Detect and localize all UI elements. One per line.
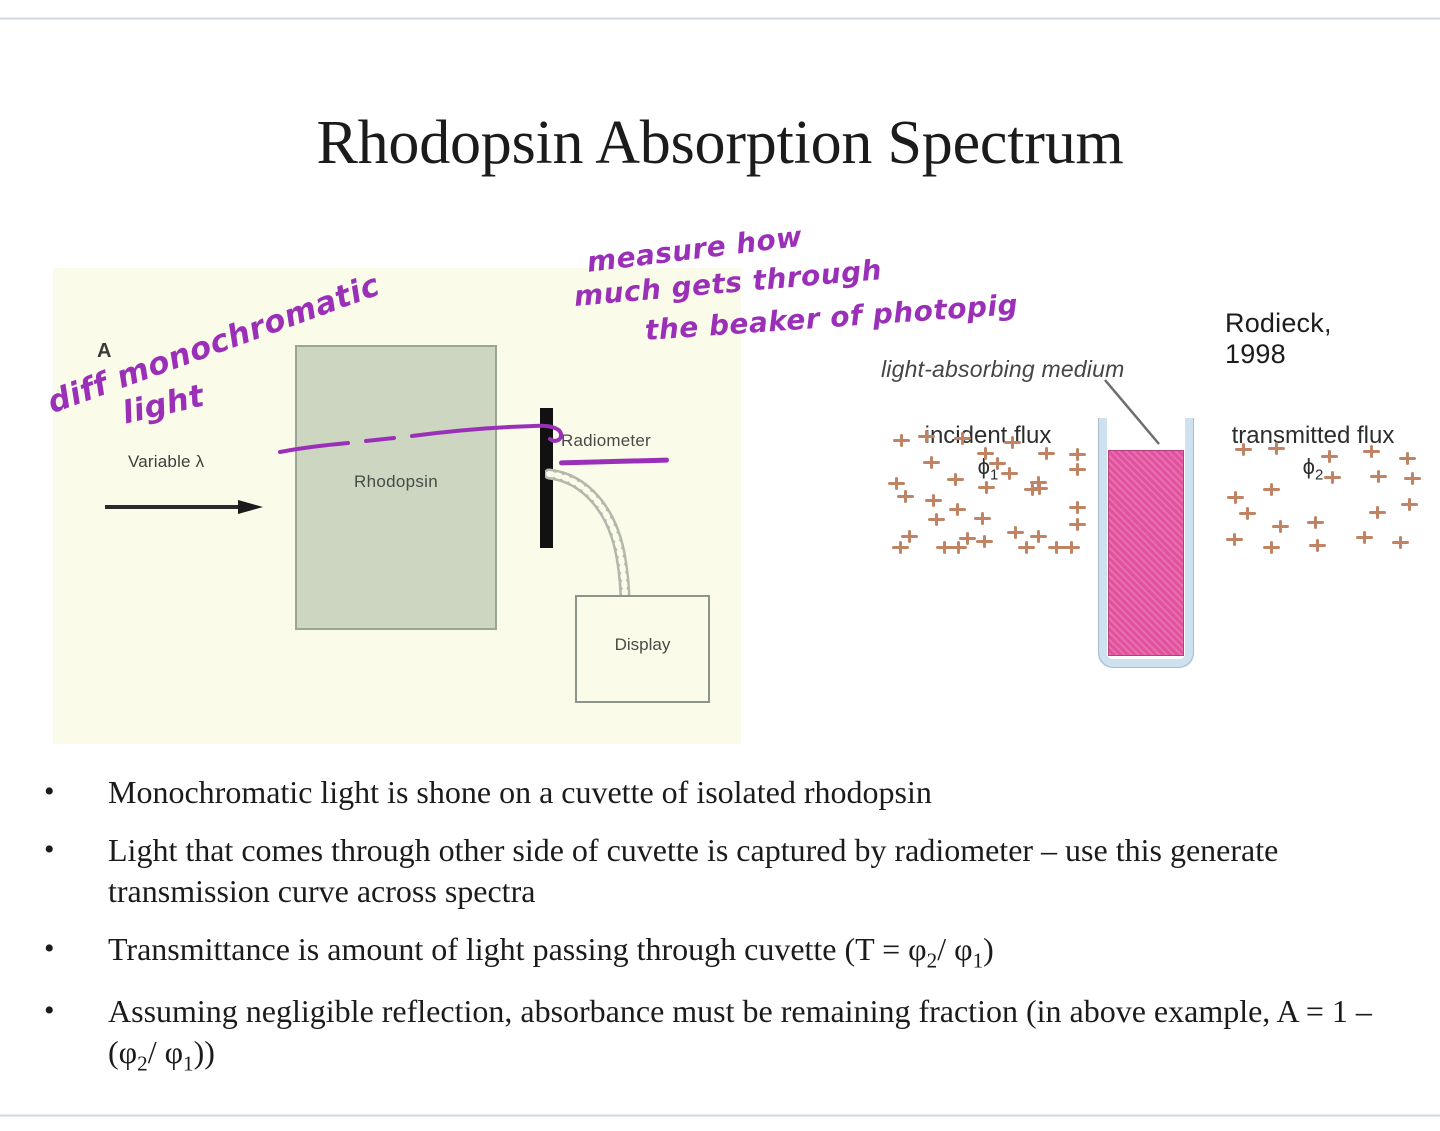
photon-icon — [1225, 531, 1243, 548]
rodieck-figure: Rodieck, 1998 light-absorbing medium inc… — [813, 308, 1422, 708]
photon-icon — [1069, 499, 1086, 516]
photon-icon — [1069, 446, 1086, 463]
photon-icon — [1306, 514, 1324, 531]
photon-icon — [897, 488, 915, 505]
display-box-label: Display — [614, 635, 671, 654]
photon-icon — [976, 445, 994, 462]
photon-icon — [901, 528, 919, 545]
photon-icon — [1268, 440, 1286, 457]
photon-icon — [924, 492, 942, 509]
photon-icon — [946, 471, 964, 488]
cuvette-glass — [1098, 418, 1194, 668]
rhodopsin-box-label: Rhodopsin — [354, 472, 438, 491]
photon-icon — [1271, 518, 1289, 535]
photon-icon — [893, 432, 911, 449]
photon-icon — [948, 501, 966, 518]
photon-icon — [1370, 468, 1388, 485]
light-absorbing-medium-label: light-absorbing medium — [881, 356, 1125, 382]
bullet-marker-icon: • — [44, 931, 55, 965]
panel-letter-a: A — [97, 340, 112, 362]
bullet-marker-icon: • — [44, 775, 55, 808]
photon-icon — [1262, 481, 1280, 498]
photon-icon — [1234, 441, 1252, 458]
transmitted-photon-field — [1208, 426, 1423, 556]
incident-photon-field — [881, 426, 1086, 556]
figure-area: A Variable λ Rhodopsin Radiometer Displa… — [43, 220, 1422, 748]
photon-icon — [892, 539, 910, 556]
ink-stroke-through-cuvette — [278, 423, 564, 454]
radiometer-label: Radiometer — [561, 431, 651, 450]
photon-icon — [1324, 469, 1342, 486]
cuvette-illustration — [1098, 418, 1194, 668]
photon-icon — [1401, 496, 1419, 513]
photon-icon — [888, 475, 906, 492]
photon-icon — [1404, 470, 1422, 487]
photon-icon — [923, 454, 941, 471]
photon-icon — [1392, 534, 1410, 551]
photon-icon — [1239, 505, 1256, 522]
photon-icon — [958, 530, 976, 547]
photon-icon — [1029, 528, 1047, 545]
incident-flux-label: incident flux ϕ1 — [903, 420, 1073, 486]
photon-icon — [988, 455, 1006, 472]
photon-icon — [953, 430, 971, 447]
bullet-marker-icon: • — [44, 993, 55, 1027]
photon-icon — [1063, 539, 1081, 556]
transmitted-flux-symbol: ϕ2 — [1302, 454, 1324, 484]
photon-icon — [949, 539, 967, 556]
coiled-cable-icon — [545, 468, 631, 608]
photon-icon — [1363, 443, 1381, 460]
schwartz-figure-panel: A Variable λ Rhodopsin Radiometer Displa… — [43, 220, 1019, 744]
incident-flux-symbol: ϕ1 — [977, 454, 999, 484]
bullet-text: Transmittance is amount of light passing… — [108, 930, 994, 973]
incident-flux-text: incident flux — [924, 422, 1052, 449]
photon-icon — [1004, 434, 1022, 451]
photon-icon — [1038, 445, 1056, 462]
rhodopsin-cuvette-box: Rhodopsin — [295, 345, 497, 630]
photon-icon — [1356, 529, 1374, 546]
display-readout-box: Display — [575, 595, 710, 703]
photon-icon — [1001, 465, 1019, 482]
photon-icon — [1030, 480, 1048, 497]
incident-light-arrow-icon — [105, 500, 263, 514]
photon-icon — [1398, 450, 1416, 467]
photon-icon — [917, 428, 935, 445]
cuvette-fluid — [1108, 450, 1184, 656]
photon-icon — [1368, 504, 1386, 521]
ink-underline-radiometer — [558, 457, 670, 466]
photon-icon — [936, 539, 954, 556]
photon-icon — [928, 511, 946, 528]
photon-icon — [1069, 516, 1086, 533]
leader-line — [1104, 379, 1160, 445]
photon-icon — [1048, 539, 1066, 556]
photon-icon — [1018, 539, 1036, 556]
photon-icon — [1263, 539, 1281, 556]
bullet-list: • Monochromatic light is shone on a cuvet… — [36, 772, 1406, 1094]
photon-icon — [1226, 489, 1244, 506]
top-divider-rule — [0, 17, 1440, 20]
rodieck-credit: Rodieck, 1998 — [1225, 308, 1332, 369]
bullet-text: Assuming negligible reflection, absorban… — [108, 992, 1372, 1076]
bullet-text: Light that comes through other side of c… — [108, 831, 1279, 910]
bullet-text: Monochromatic light is shone on a cuvett… — [108, 774, 932, 810]
transmitted-flux-text: transmitted flux — [1231, 422, 1395, 449]
bullet-item: • Light that comes through other side of … — [36, 830, 1406, 913]
bullet-item: • Assuming negligible reflection, absorba… — [36, 991, 1406, 1078]
bullet-item: • Monochromatic light is shone on a cuvet… — [36, 772, 1406, 814]
photon-icon — [1321, 448, 1339, 465]
transmitted-flux-label: transmitted flux ϕ2 — [1213, 420, 1413, 486]
bullet-item: • Transmittance is amount of light passin… — [36, 929, 1406, 975]
variable-lambda-label: Variable λ — [128, 452, 205, 471]
photon-icon — [1069, 461, 1086, 478]
bullet-marker-icon: • — [44, 832, 55, 866]
photon-icon — [974, 510, 992, 527]
page-title: Rhodopsin Absorption Spectrum — [316, 109, 1124, 177]
photon-icon — [1309, 537, 1327, 554]
bottom-divider-rule — [0, 1114, 1440, 1117]
photon-icon — [976, 533, 994, 550]
photon-icon — [1007, 524, 1025, 541]
photon-icon — [977, 479, 995, 496]
